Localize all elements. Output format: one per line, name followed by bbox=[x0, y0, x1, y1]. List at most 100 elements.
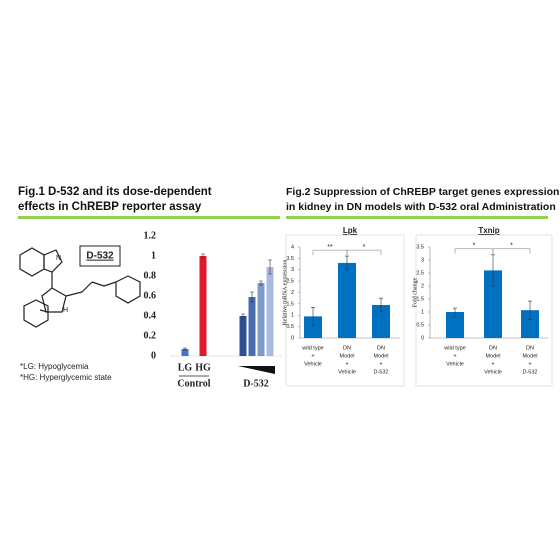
bar bbox=[181, 349, 189, 356]
note: *LG: Hypoglycemia bbox=[20, 362, 89, 371]
significance-bracket bbox=[346, 249, 382, 256]
chart-title: Txnip bbox=[478, 226, 499, 235]
error-bar bbox=[268, 259, 272, 275]
error-bar bbox=[311, 306, 315, 326]
bar bbox=[446, 312, 464, 338]
x-tick-label: + bbox=[453, 353, 456, 359]
x-tick-label: DN bbox=[526, 345, 534, 351]
x-tick-label: DN bbox=[343, 345, 351, 351]
chemical-structure bbox=[19, 247, 141, 328]
error-bar bbox=[345, 255, 349, 271]
bar bbox=[199, 256, 207, 356]
x-tick-label: Vehicle bbox=[446, 361, 464, 367]
significance-bracket bbox=[492, 248, 531, 254]
x-tick-label: Model bbox=[523, 353, 538, 359]
fig1-title: Fig.1 D-532 and its dose-dependent bbox=[18, 186, 212, 198]
error-bar bbox=[528, 300, 532, 320]
group-label: Control bbox=[177, 378, 210, 389]
plot-frame bbox=[285, 234, 405, 387]
label-box bbox=[79, 245, 121, 267]
y-tick-label: 0.4 bbox=[144, 310, 157, 321]
x-tick-label: Vehicle bbox=[338, 369, 356, 375]
error-bar bbox=[453, 307, 457, 317]
x-tick-label: wild type bbox=[443, 345, 465, 351]
note: *HG: Hyperglycemic state bbox=[20, 373, 112, 382]
y-tick-label: 0 bbox=[421, 335, 424, 341]
x-tick-label: + bbox=[311, 353, 314, 359]
divider bbox=[18, 216, 280, 219]
y-tick-label: 0 bbox=[151, 350, 156, 361]
x-tick-label: + bbox=[345, 361, 348, 367]
y-tick-label: 4 bbox=[291, 244, 294, 250]
bar bbox=[266, 267, 274, 356]
x-tick-label: LG bbox=[178, 362, 193, 373]
x-tick-label: + bbox=[379, 361, 382, 367]
fig1-title: effects in ChREBP reporter assay bbox=[18, 201, 202, 213]
y-tick-label: 2.5 bbox=[416, 270, 424, 276]
bar bbox=[521, 310, 539, 338]
error-bar bbox=[201, 253, 205, 259]
y-tick-label: 1.5 bbox=[416, 296, 424, 302]
x-tick-label: + bbox=[528, 361, 531, 367]
chart-title: Lpk bbox=[343, 226, 358, 235]
bar bbox=[257, 283, 265, 356]
y-tick-label: 0.8 bbox=[144, 270, 157, 281]
y-tick-label: 0.5 bbox=[416, 322, 424, 328]
x-tick-label: D-532 bbox=[374, 369, 389, 375]
y-tick-label: 0.6 bbox=[144, 290, 157, 301]
y-axis-label: Relative mRNA expression bbox=[282, 260, 288, 326]
y-tick-label: 1.2 bbox=[144, 230, 157, 241]
error-bar bbox=[183, 347, 187, 351]
y-tick-label: 0 bbox=[291, 335, 294, 341]
x-tick-label: Vehicle bbox=[484, 369, 502, 375]
atom-label: N bbox=[56, 255, 61, 262]
y-tick-label: 2 bbox=[421, 283, 424, 289]
error-bar bbox=[241, 313, 245, 319]
significance-label: * bbox=[363, 244, 366, 251]
y-tick-label: 3.5 bbox=[416, 244, 424, 250]
significance-label: * bbox=[510, 243, 513, 250]
bar bbox=[248, 297, 256, 356]
y-axis-label: Fold change bbox=[412, 277, 418, 307]
y-tick-label: 1 bbox=[421, 309, 424, 315]
y-tick-label: 0.2 bbox=[144, 330, 157, 341]
dose-wedge bbox=[238, 366, 275, 374]
y-tick-label: 3 bbox=[421, 257, 424, 263]
bar bbox=[239, 316, 247, 356]
y-tick-label: 2 bbox=[291, 290, 294, 296]
error-bar bbox=[379, 297, 383, 313]
x-tick-label: DN bbox=[489, 345, 497, 351]
x-tick-label: D-532 bbox=[523, 369, 538, 375]
x-tick-label: Model bbox=[486, 353, 501, 359]
significance-label: ** bbox=[327, 244, 333, 251]
fig2-title: in kidney in DN models with D-532 oral A… bbox=[286, 201, 556, 213]
divider bbox=[286, 216, 548, 219]
stereo-label: H bbox=[63, 307, 68, 314]
group-label: D-532 bbox=[243, 378, 269, 389]
x-tick-label: Model bbox=[340, 353, 355, 359]
error-bar bbox=[259, 280, 263, 286]
x-tick-label: + bbox=[491, 361, 494, 367]
y-tick-label: 0.5 bbox=[286, 324, 294, 330]
y-tick-label: 1.5 bbox=[286, 301, 294, 307]
y-tick-label: 1 bbox=[151, 250, 156, 261]
plot-frame bbox=[415, 234, 553, 387]
bar bbox=[304, 316, 322, 338]
x-tick-label: wild type bbox=[301, 345, 323, 351]
bar bbox=[338, 262, 356, 338]
fig2-title: Fig.2 Suppression of ChREBP target genes… bbox=[286, 186, 559, 198]
bar bbox=[484, 270, 502, 338]
y-tick-label: 3 bbox=[291, 267, 294, 273]
error-bar bbox=[250, 291, 254, 303]
x-tick-label: HG bbox=[195, 362, 211, 373]
y-tick-label: 1 bbox=[291, 313, 294, 319]
compound-label: D-532 bbox=[86, 251, 114, 262]
significance-label: * bbox=[473, 243, 476, 250]
x-tick-label: Model bbox=[374, 353, 389, 359]
x-tick-label: Vehicle bbox=[304, 361, 322, 367]
x-tick-label: DN bbox=[377, 345, 385, 351]
y-tick-label: 3.5 bbox=[286, 256, 294, 262]
y-tick-label: 2.5 bbox=[286, 279, 294, 285]
